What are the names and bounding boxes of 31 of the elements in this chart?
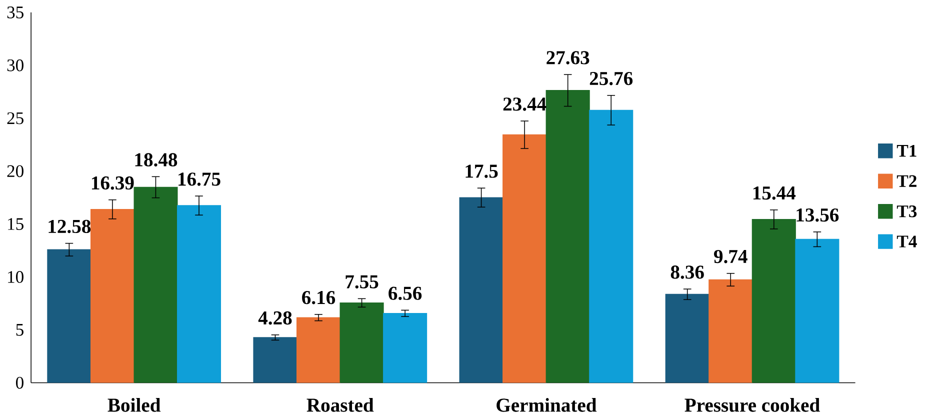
data-label: 12.58 xyxy=(48,220,91,233)
legend-label: T2 xyxy=(896,175,916,187)
data-label: 8.36 xyxy=(670,265,704,279)
x-tick-label: Pressure cooked xyxy=(684,398,820,412)
y-tick-label: 5 xyxy=(16,324,24,336)
y-tick-label: 0 xyxy=(16,376,24,389)
data-label: 4.28 xyxy=(258,311,292,324)
y-tick-label: 25 xyxy=(7,112,24,124)
data-label: 9.74 xyxy=(714,250,748,263)
data-label: 13.56 xyxy=(796,208,839,222)
data-label: 18.48 xyxy=(135,152,178,166)
data-label: 6.56 xyxy=(388,286,422,300)
data-label: 6.16 xyxy=(302,290,336,304)
legend-label: T4 xyxy=(896,236,917,248)
x-tick-label: Boiled xyxy=(108,398,161,412)
legend-label: T3 xyxy=(896,205,917,218)
data-label: 17.5 xyxy=(466,164,498,178)
y-tick-label: 30 xyxy=(7,59,24,72)
y-tick-label: 10 xyxy=(8,270,24,283)
data-label: 25.76 xyxy=(590,72,633,86)
x-tick-label: Germinated xyxy=(496,398,597,412)
x-tick-label: Roasted xyxy=(306,398,374,412)
y-tick-label: 35 xyxy=(7,6,24,18)
data-label: 16.39 xyxy=(92,176,134,190)
data-label: 27.63 xyxy=(546,50,590,64)
data-label: 16.75 xyxy=(178,172,220,186)
data-label: 7.55 xyxy=(346,275,378,288)
data-label: 15.44 xyxy=(753,186,796,200)
y-tick-label: 15 xyxy=(8,218,24,230)
y-tick-label: 20 xyxy=(7,165,24,177)
legend-label: T1 xyxy=(896,144,916,156)
